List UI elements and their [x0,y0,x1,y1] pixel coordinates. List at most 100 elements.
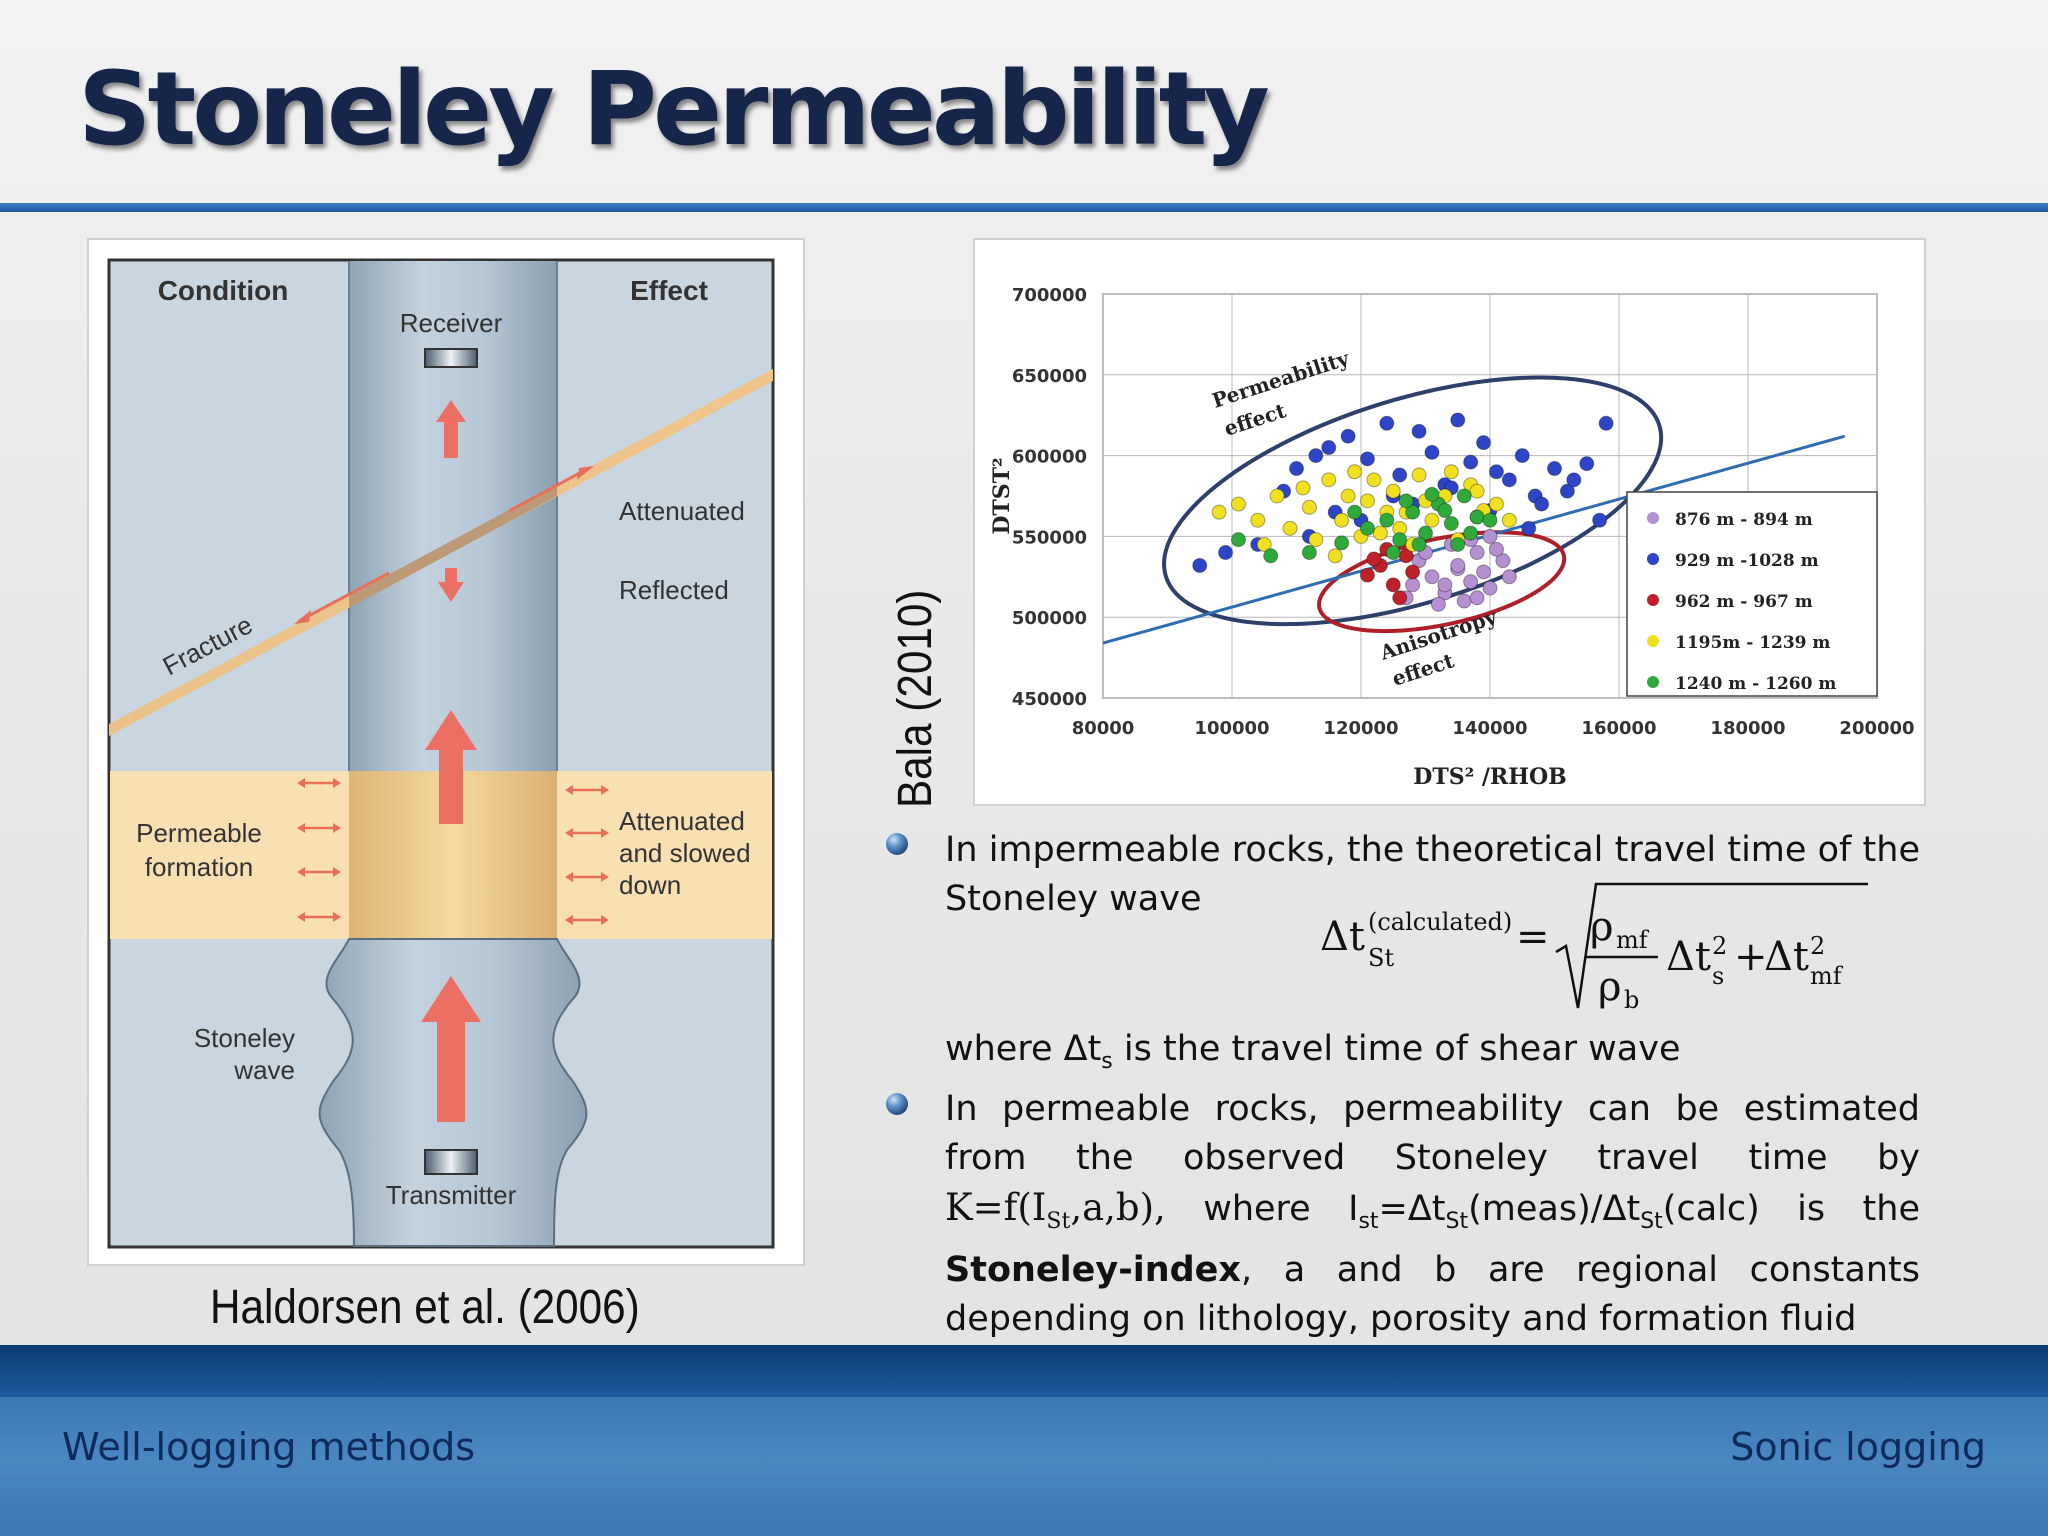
data-point [1405,504,1421,520]
formula-equals: = [1516,914,1550,960]
data-point [1501,512,1517,528]
b2-dt2-sub: St [1640,1209,1663,1234]
scatter-chart-frame: 80000 100000 120000 140000 160000 180000 20000… [973,238,1926,806]
chart-caption: Bala (2010) [889,589,942,808]
sqrt-sign [1555,882,1868,1009]
b2-where: where I [1165,1189,1359,1229]
data-point [1424,444,1440,460]
formula-term1-sup: 2 [1712,932,1727,960]
data-point [1359,520,1375,536]
data-point [1263,548,1279,564]
data-point [1482,512,1498,528]
b2-part1: In permeable rocks, permeability can be … [945,1089,1920,1178]
attenuated-label: Attenuated [619,496,745,526]
data-point [1289,461,1304,477]
data-point [1411,423,1427,439]
formula-lhs-sup: (calculated) [1368,908,1512,936]
b2-calc: (calc) is the [1662,1189,1920,1229]
data-point [1424,569,1440,585]
data-point [1301,499,1317,515]
x-tick-label: 80000 [1072,718,1135,739]
arrow-up-medium [425,710,477,824]
slowed-label-3: down [619,870,681,900]
x-tick-label: 120000 [1323,718,1398,739]
data-point [1501,472,1517,488]
data-point [1488,464,1504,480]
receiver-label: Receiver [400,308,503,338]
data-point [1398,493,1414,509]
data-point [1347,504,1363,520]
x-tick-label: 100000 [1194,718,1269,739]
data-point [1392,532,1408,548]
where-sub: s [1101,1049,1113,1074]
data-point [1308,448,1324,464]
stoneley-label-1: Stoneley [194,1023,295,1053]
data-point [1469,483,1485,499]
formula-plus: + [1734,934,1768,980]
legend-label: 929 m -1028 m [1675,551,1819,571]
data-point [1463,454,1479,470]
y-tick-label: 450000 [1012,689,1087,710]
footer-bar [0,1345,2048,1536]
data-point [1347,464,1363,480]
y-axis-label: DTST² [989,457,1015,534]
legend-label: 1195m - 1239 m [1675,633,1830,653]
footer-left-text: Well-logging methods [62,1425,475,1469]
formula-term1-sub: s [1712,962,1724,990]
formula-num: ρ [1590,904,1614,950]
y-tick-label: 550000 [1012,527,1087,548]
scatter-chart: 80000 100000 120000 140000 160000 180000 20000… [989,285,1915,790]
legend-box [1626,491,1878,697]
y-tick-label: 700000 [1012,285,1087,306]
data-point [1295,480,1311,496]
legend-swatch [1647,594,1659,606]
data-point [1430,596,1446,612]
data-point [1379,415,1395,431]
data-point [1321,440,1337,456]
data-point [1385,483,1401,499]
legend-label: 1240 m - 1260 m [1675,674,1836,694]
data-point [1437,503,1453,519]
data-point [1334,512,1350,528]
b2-kf-post: ,a,b), [1070,1186,1166,1229]
x-tick-label: 140000 [1452,718,1527,739]
bullet-1-icon [886,833,908,855]
data-point [1327,548,1343,564]
effect-header: Effect [630,275,708,306]
data-point [1424,512,1440,528]
data-point [1450,536,1466,552]
data-point [1359,493,1375,509]
data-point [1456,593,1472,609]
permeable-label-1: Permeable [136,818,262,848]
receiver-tool [424,348,478,368]
data-point [1488,541,1504,557]
b2-meas: (meas)/Δt [1468,1189,1641,1229]
y-tick-label: 600000 [1012,447,1087,468]
where-pre: where Δt [945,1029,1102,1069]
data-point [1218,545,1234,561]
data-point [1476,564,1492,580]
condition-header: Condition [158,275,289,306]
formula-term2-sub: mf [1810,962,1844,990]
arrow-up-small [436,400,466,458]
data-point [1230,532,1246,548]
legend-swatch [1647,512,1659,524]
bullet-2-text: In permeable rocks, permeability can be … [945,1085,1920,1344]
b2-ist-sub: st [1358,1209,1379,1234]
data-point [1250,512,1266,528]
data-point [1405,577,1421,593]
data-point [1359,567,1375,583]
data-point [1443,515,1459,531]
data-point [1482,528,1498,544]
data-point [1334,535,1350,551]
b2-kf-sub: St [1046,1209,1071,1234]
x-tick-label: 160000 [1581,718,1656,739]
footer-right-text: Sonic logging [1730,1425,1986,1469]
data-point [1463,525,1479,541]
data-point [1366,472,1382,488]
b2-eq: =Δt [1378,1189,1446,1229]
legend-swatch [1647,553,1659,565]
b2-dt1-sub: St [1445,1209,1469,1234]
data-point [1559,483,1575,499]
data-point [1501,569,1517,585]
